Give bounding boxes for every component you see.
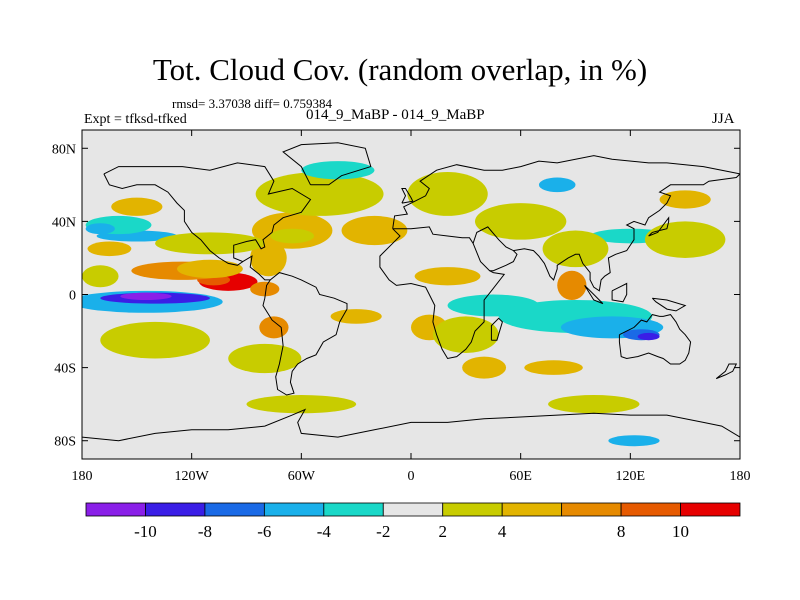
contour-region [538, 177, 576, 193]
contour-region [120, 292, 172, 300]
contour-region [548, 395, 640, 414]
antarctica-coast [82, 408, 740, 442]
africa-coast [379, 226, 506, 360]
y-tick-label: 80S [54, 435, 76, 450]
sumatra-coast [584, 285, 604, 305]
colorbar-label: 4 [498, 522, 507, 541]
colorbar-label: 2 [438, 522, 447, 541]
colorbar-label: -8 [198, 522, 212, 541]
y-tick-label: 80N [52, 142, 76, 157]
colorbar-swatch [501, 502, 563, 517]
contour-region [255, 172, 384, 216]
contour-region [414, 267, 481, 286]
contour-region [85, 223, 115, 235]
contour-region [155, 232, 265, 255]
contour-region [462, 356, 507, 379]
x-tick-label: 120E [616, 469, 646, 484]
season-label: JJA [712, 111, 735, 127]
colorbar-label: -2 [376, 522, 390, 541]
contour-region [524, 360, 583, 375]
colorbar-label: -4 [317, 522, 332, 541]
colorbar-swatch [323, 502, 384, 517]
stats-line: rmsd= 3.37038 diff= 0.759384 [172, 96, 332, 111]
contour-region [557, 270, 587, 300]
y-tick-label: 40S [54, 362, 76, 377]
contour-region [474, 203, 567, 240]
contour-region [637, 332, 660, 341]
contour-region [250, 281, 280, 297]
contour-region [330, 309, 382, 324]
case-label: 014_9_MaBP - 014_9_MaBP [306, 107, 485, 123]
x-tick-label: 60W [288, 469, 316, 484]
contour-region [250, 239, 287, 277]
colorbar-swatch [620, 502, 681, 517]
contour-region [82, 265, 119, 288]
plot-title: Tot. Cloud Cov. (random overlap, in %) [152, 52, 648, 87]
colorbar-label: 10 [672, 522, 689, 541]
colorbar-label: -6 [257, 522, 271, 541]
new-guinea-coast [651, 297, 687, 312]
y-tick-label: 0 [69, 289, 76, 304]
japan-coast [648, 216, 670, 237]
contour-region [407, 172, 488, 216]
contour-region [608, 435, 660, 447]
contour-region [246, 395, 357, 414]
colorbar-swatch [382, 502, 444, 517]
contour-region [87, 241, 132, 257]
x-tick-label: 180 [72, 469, 93, 484]
x-tick-label: 120W [175, 469, 210, 484]
contour-region [228, 343, 302, 374]
contour-region [177, 259, 243, 279]
contour-region [341, 215, 408, 246]
colorbar-label: -10 [134, 522, 157, 541]
americas-coast [103, 162, 348, 396]
colorbar-swatch [680, 502, 741, 517]
contour-region [100, 321, 210, 359]
madagascar-coast [490, 317, 503, 341]
contour-region [259, 316, 289, 339]
contour-fills [82, 161, 726, 447]
experiment-label: Expt = tfksd-tfked [84, 112, 187, 127]
x-tick-label: 180 [730, 469, 751, 484]
contour-region [644, 221, 726, 258]
x-tick-label: 60E [509, 469, 532, 484]
greenland-coast [282, 142, 372, 186]
colorbar-swatch [204, 502, 265, 517]
contour-region [432, 316, 499, 353]
colorbar-label: 8 [617, 522, 626, 541]
contour-region [270, 228, 315, 244]
coastlines [82, 142, 740, 442]
new-zealand-coast [715, 363, 738, 380]
north-america-west-coast [103, 173, 244, 266]
colorbar: -10 -8 -6 -4 -2 2 4 8 10 [85, 502, 741, 541]
contour-region [659, 190, 711, 209]
colorbar-swatch [561, 502, 622, 517]
asia-south-east-coast [513, 173, 740, 292]
y-tick-label: 40N [52, 215, 76, 230]
x-tick-label: 0 [408, 469, 415, 484]
contour-region [111, 197, 163, 216]
colorbar-swatch [85, 502, 146, 517]
britain-coast [401, 188, 414, 204]
axes: 180 120W 60W 0 60E 120E 180 80N 40N 0 40S 80S [52, 130, 751, 484]
contour-region [542, 230, 609, 268]
australia-coast [618, 314, 692, 365]
colorbar-swatch [442, 502, 503, 517]
borneo-coast [611, 282, 628, 303]
eurasia-north-coast [392, 155, 740, 229]
colorbar-swatch [263, 502, 325, 517]
contour-region [301, 161, 375, 180]
colorbar-swatch [145, 502, 206, 517]
